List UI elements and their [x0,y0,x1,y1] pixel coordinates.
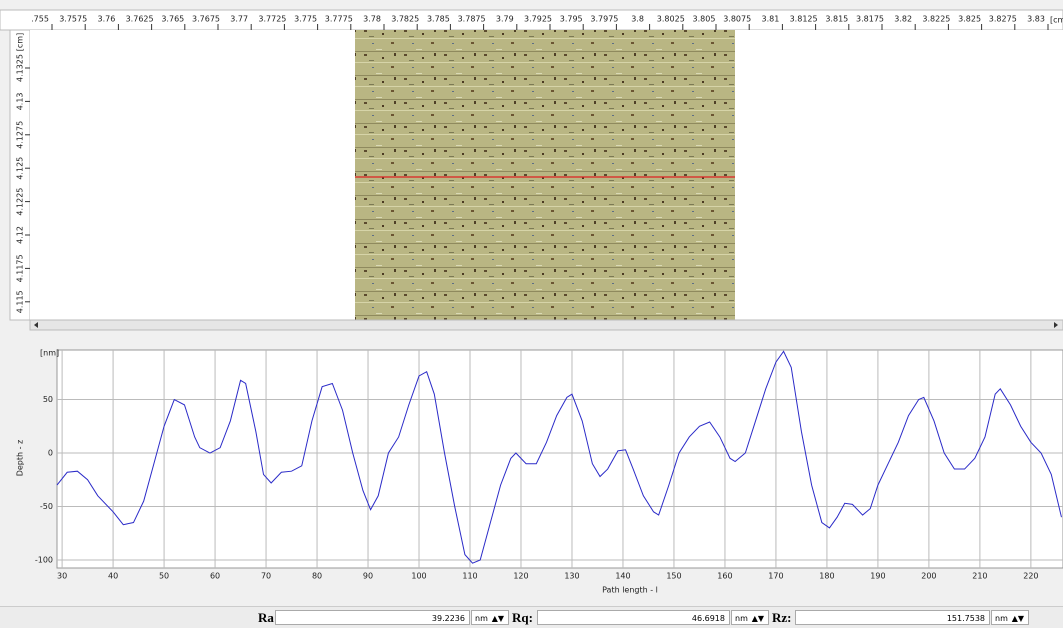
x-tick-label: 180 [819,572,834,581]
y-tick-label: 0 [48,449,53,458]
y-ruler-label: 4.125 [16,157,25,180]
ra-field[interactable]: 39.2236 [275,610,470,625]
ra-unit-text: nm [475,614,488,623]
rq-unit-text: nm [735,614,748,623]
x-ruler-label: 3.7825 [391,15,419,24]
x-ruler-unit: [cm] [1050,16,1063,25]
x-tick-label: 30 [57,572,67,581]
x-ruler-label: 3.78 [363,15,381,24]
image-view: [cm] [cm] .755 3.7575 3.76 3.7625 3.765 3.767… [0,9,1063,331]
x-tick-label: 130 [564,572,579,581]
x-ruler-label: 3.8275 [989,15,1017,24]
x-ruler-label: 3.7725 [258,15,286,24]
x-ruler-label: 3.8 [631,15,644,24]
x-ruler-label: 3.83 [1027,15,1045,24]
x-tick-label: 50 [159,572,169,581]
x-tick-label: 190 [870,572,885,581]
ra-unit[interactable]: nm ▲▼ [471,610,509,625]
x-tick-label: 40 [108,572,118,581]
x-tick-label: 150 [666,572,681,581]
x-tick-label: 170 [768,572,783,581]
x-ruler-label: 3.7975 [590,15,618,24]
x-tick-label: 100 [411,572,426,581]
micrograph [355,30,735,320]
x-tick-label: 160 [717,572,732,581]
scroll-left[interactable] [34,322,38,328]
x-ruler-label: 3.765 [161,15,184,24]
rq-unit[interactable]: nm ▲▼ [731,610,769,625]
x-tick-label: 210 [972,572,987,581]
x-ruler-label: 3.7925 [524,15,552,24]
x-ruler-label: 3.7625 [126,15,154,24]
rq-field[interactable]: 46.6918 [537,610,730,625]
plot-area [56,349,1063,569]
rz-field[interactable]: 151.7538 [795,610,990,625]
y-axis-label: Depth - z [16,440,25,477]
x-ruler-label: 3.79 [496,15,514,24]
y-ruler-label: 4.12 [16,226,25,244]
x-ruler-label: 3.81 [761,15,779,24]
x-tick-label: 110 [462,572,477,581]
x-ruler-label: 3.7875 [458,15,486,24]
x-ruler-label: 3.815 [825,15,848,24]
x-ruler-label: 3.8175 [856,15,884,24]
y-ruler-label: 4.1275 [16,121,25,149]
rz-label: Rz: [772,610,792,625]
x-ruler-label: 3.785 [427,15,450,24]
x-ruler-label: .755 [31,15,49,24]
x-ruler-label: 3.82 [894,15,912,24]
y-ruler-label: 4.1175 [16,254,25,282]
x-tick-label: 70 [261,572,271,581]
x-ruler-label: 3.825 [958,15,981,24]
x-ruler-label: 3.795 [560,15,583,24]
x-ruler-label: 3.7575 [59,15,87,24]
rq-label: Rq: [512,610,533,625]
x-tick-label: 80 [312,572,322,581]
y-ruler-label: 4.1225 [16,188,25,216]
x-ruler-label: 3.775 [294,15,317,24]
y-tick-label: -100 [35,555,53,564]
roughness-bar: Ra: 39.2236 nm ▲▼ Rq: 46.6918 nm ▲▼ Rz: 15… [0,606,1063,628]
spin: ▲▼ [491,614,504,623]
y-ruler-label: 4.115 [16,290,25,313]
y-ruler-unit: [cm] [16,33,25,51]
x-axis-label: Path length - l [602,586,658,595]
x-ruler-label: 3.8125 [790,15,818,24]
x-ruler-label: 3.7675 [192,15,220,24]
x-ruler-label: 3.77 [230,15,248,24]
profile-line [56,350,1062,564]
y-ruler-label: 4.1325 [16,54,25,82]
x-ruler-label: 3.8225 [922,15,950,24]
x-ruler-label: 3.8025 [657,15,685,24]
x-tick-label: 140 [615,572,630,581]
x-tick-label: 220 [1023,572,1038,581]
x-tick-label: 60 [210,572,220,581]
x-ruler-label: 3.76 [97,15,115,24]
y-tick-label: -50 [40,502,53,511]
spin: ▲▼ [1011,614,1024,623]
y-unit: [nm] [40,349,59,358]
ra-label: Ra: [258,610,279,625]
x-ruler-label: 3.8075 [723,15,751,24]
x-tick-label: 120 [513,572,528,581]
y-tick-label: 50 [43,395,53,404]
y-ruler-label: 4.13 [16,92,25,110]
scroll-right[interactable] [1054,322,1058,328]
x-ruler-label: 3.7775 [325,15,353,24]
h-scrollbar[interactable] [29,319,1063,331]
x-tick-label: 200 [921,572,936,581]
rz-unit[interactable]: nm ▲▼ [991,610,1029,625]
spin: ▲▼ [751,614,764,623]
x-tick-label: 90 [363,572,373,581]
rz-unit-text: nm [995,614,1008,623]
x-ruler-label: 3.805 [693,15,716,24]
profile-chart: [nm] Path length - l Depth - z 30 40 50 60 7… [16,349,1063,595]
